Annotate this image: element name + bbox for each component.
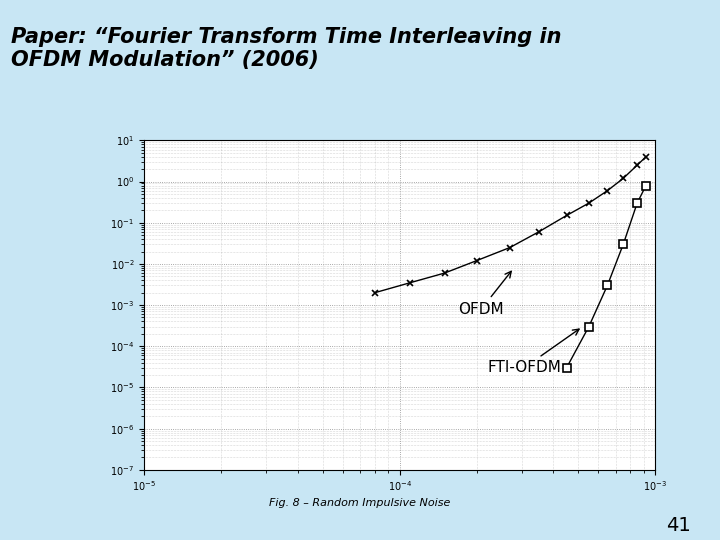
Text: FTI-OFDM: FTI-OFDM (487, 329, 579, 375)
Text: 41: 41 (667, 516, 691, 535)
Text: Paper: “Fourier Transform Time Interleaving in
OFDM Modulation” (2006): Paper: “Fourier Transform Time Interleav… (11, 27, 562, 70)
Text: Fig. 8 – Random Impulsive Noise: Fig. 8 – Random Impulsive Noise (269, 497, 451, 508)
Text: OFDM: OFDM (459, 271, 511, 316)
